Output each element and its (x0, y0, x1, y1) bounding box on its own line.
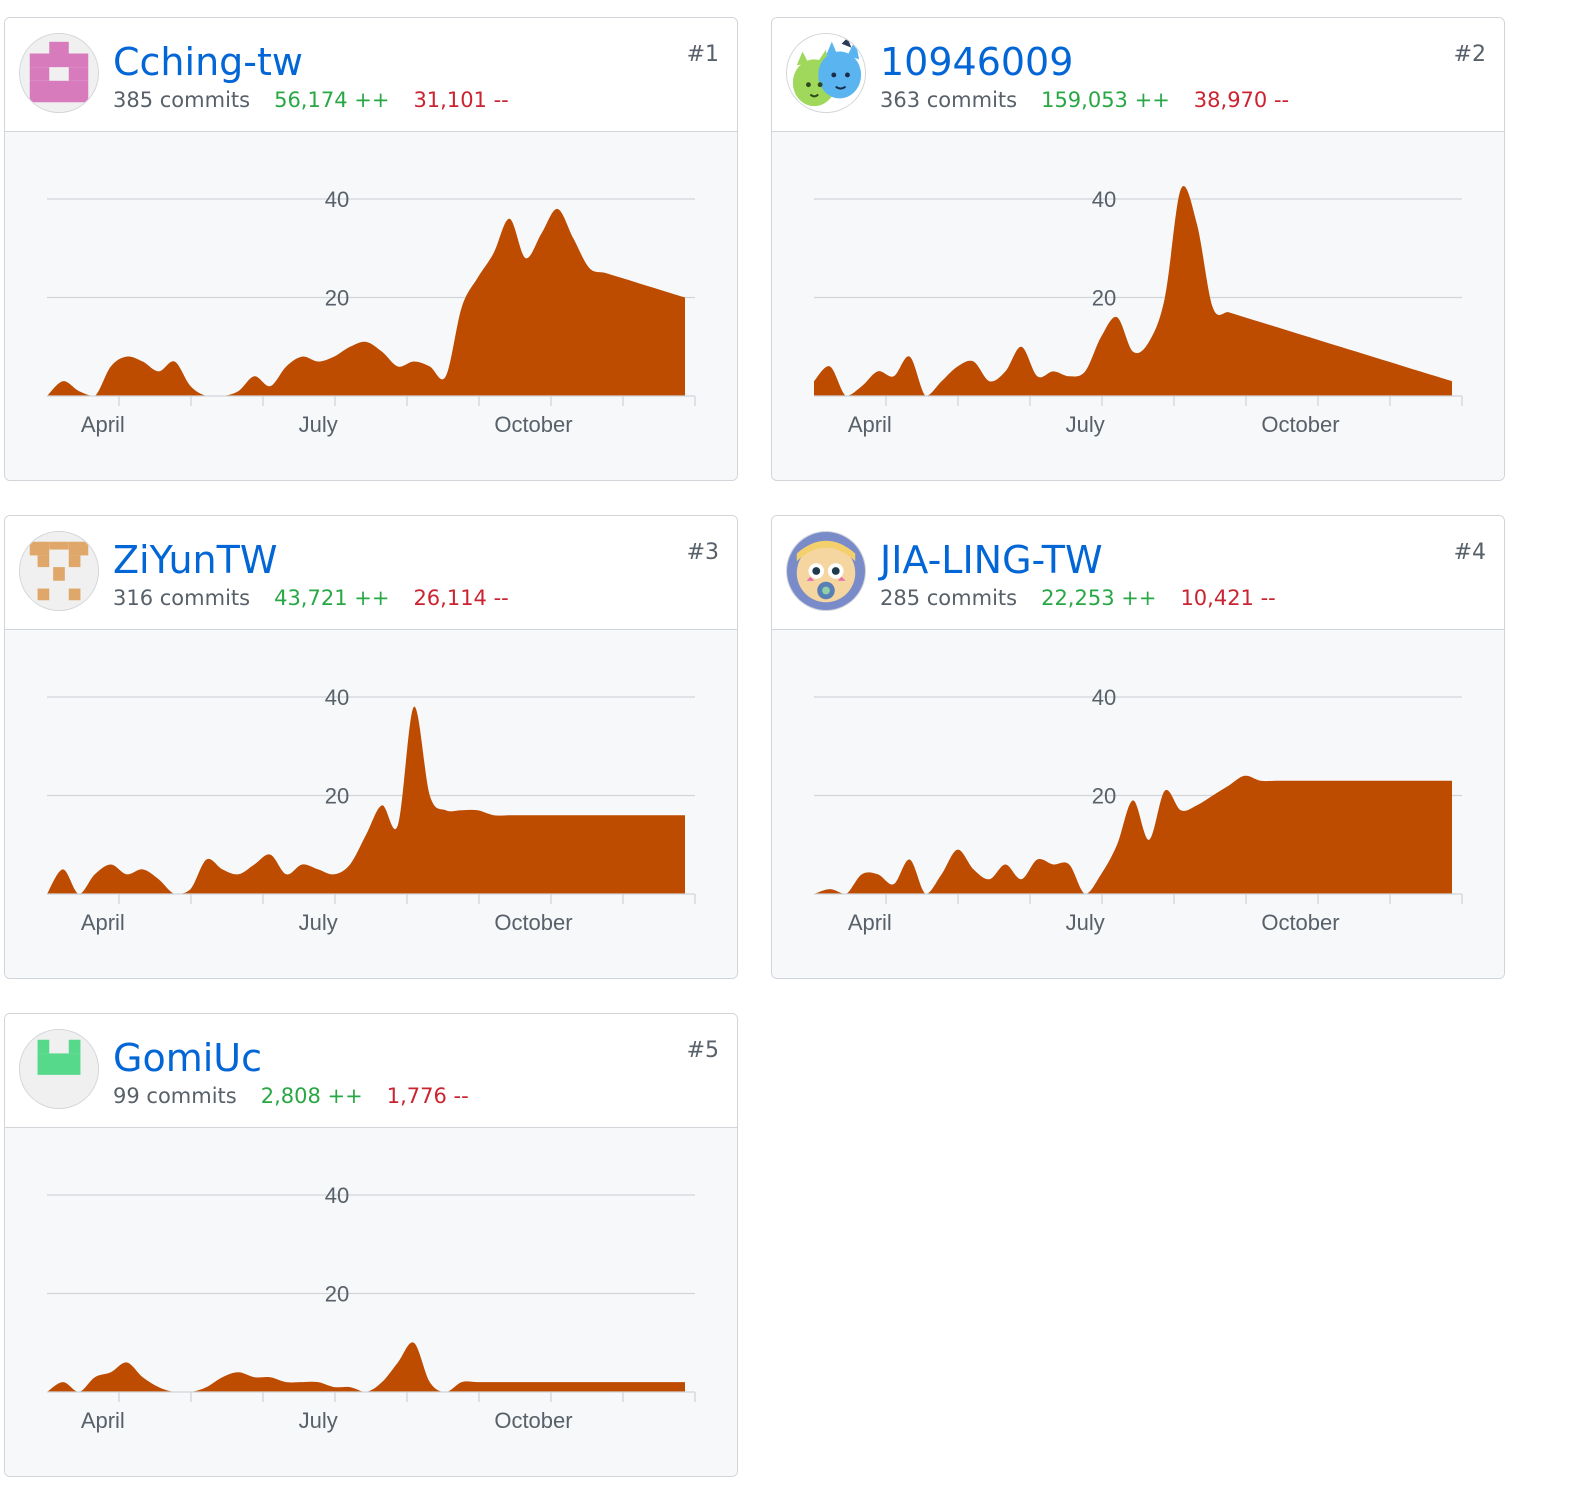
contributor-name-link[interactable]: ZiYunTW (113, 538, 278, 582)
x-tick-label: April (81, 910, 125, 935)
card-header: GomiUc 99 commits 2,808 ++ 1,776 -- #5 (5, 1014, 737, 1128)
commits-area-series (814, 186, 1452, 396)
commit-count-link[interactable]: 285 commits (880, 586, 1018, 610)
deletions-count: 26,114 -- (413, 586, 509, 610)
x-tick-label: July (299, 1408, 338, 1433)
rank-label: #2 (1453, 42, 1486, 67)
additions-count: 22,253 ++ (1041, 586, 1157, 610)
commit-count-link[interactable]: 385 commits (113, 88, 251, 112)
y-tick-label: 40 (325, 1183, 349, 1208)
contributor-card: JIA-LING-TW 285 commits 22,253 ++ 10,421 -… (771, 515, 1505, 979)
contributor-stats: 316 commits 43,721 ++ 26,114 -- (113, 586, 509, 610)
deletions-count: 38,970 -- (1193, 88, 1290, 112)
card-header: JIA-LING-TW 285 commits 22,253 ++ 10,421 -… (772, 516, 1504, 630)
cartoon-dinosaur-cat-avatar-icon (787, 34, 865, 112)
x-tick-label: July (1066, 910, 1105, 935)
x-tick-label: July (299, 412, 338, 437)
deletions-count: 10,421 -- (1180, 586, 1276, 610)
additions-count: 159,053 ++ (1041, 88, 1170, 112)
cartoon-star-girl-avatar-icon (787, 532, 865, 610)
commits-area-series (47, 1342, 685, 1392)
contribution-chart: 20 40 April July October (5, 630, 737, 978)
commit-count-link[interactable]: 363 commits (880, 88, 1018, 112)
contributor-name-link[interactable]: 10946009 (880, 40, 1074, 84)
contributor-name-link[interactable]: GomiUc (113, 1036, 262, 1080)
avatar[interactable] (19, 33, 99, 113)
x-tick-label: April (848, 910, 892, 935)
rank-label: #3 (686, 540, 719, 565)
identicon-pink-icon (20, 34, 98, 112)
avatar[interactable] (786, 33, 866, 113)
card-header: Cching-tw 385 commits 56,174 ++ 31,101 -- … (5, 18, 737, 132)
contribution-chart: 20 40 April July October (772, 132, 1504, 480)
card-header: 10946009 363 commits 159,053 ++ 38,970 -- … (772, 18, 1504, 132)
contributor-stats: 99 commits 2,808 ++ 1,776 -- (113, 1084, 469, 1108)
x-tick-label: October (1261, 412, 1339, 437)
contribution-area-chart: 20 40 April July October (814, 186, 1463, 437)
rank-label: #4 (1453, 540, 1486, 565)
x-tick-label: April (848, 412, 892, 437)
x-tick-label: October (494, 412, 572, 437)
rank-label: #1 (686, 42, 719, 67)
contributor-stats: 363 commits 159,053 ++ 38,970 -- (880, 88, 1289, 112)
card-header: ZiYunTW 316 commits 43,721 ++ 26,114 -- #3 (5, 516, 737, 630)
deletions-count: 1,776 -- (386, 1084, 469, 1108)
contribution-area-chart: 20 40 April July October (814, 685, 1463, 935)
x-tick-label: April (81, 1408, 125, 1433)
contribution-chart: 20 40 April July October (5, 132, 737, 480)
y-tick-label: 20 (325, 286, 349, 311)
deletions-count: 31,101 -- (413, 88, 509, 112)
contributor-stats: 285 commits 22,253 ++ 10,421 -- (880, 586, 1276, 610)
y-tick-label: 40 (1092, 187, 1116, 212)
contributor-card: ZiYunTW 316 commits 43,721 ++ 26,114 -- #3… (4, 515, 738, 979)
rank-label: #5 (686, 1038, 719, 1063)
y-tick-label: 40 (1092, 685, 1116, 710)
avatar[interactable] (786, 531, 866, 611)
identicon-tan-icon (20, 532, 98, 610)
contributor-name-link[interactable]: JIA-LING-TW (880, 538, 1103, 582)
additions-count: 43,721 ++ (274, 586, 390, 610)
x-tick-label: October (494, 1408, 572, 1433)
contribution-area-chart: 20 40 April July October (47, 1183, 696, 1433)
contribution-area-chart: 20 40 April July October (47, 187, 696, 437)
contributor-card: GomiUc 99 commits 2,808 ++ 1,776 -- #5 20 4… (4, 1013, 738, 1477)
contributor-card: 10946009 363 commits 159,053 ++ 38,970 -- … (771, 17, 1505, 481)
y-tick-label: 20 (1092, 286, 1116, 311)
y-tick-label: 20 (325, 784, 349, 809)
avatar[interactable] (19, 1029, 99, 1109)
y-tick-label: 20 (325, 1282, 349, 1307)
commit-count-link[interactable]: 99 commits (113, 1084, 237, 1108)
y-tick-label: 40 (325, 187, 349, 212)
contributor-name-link[interactable]: Cching-tw (113, 40, 303, 84)
contribution-chart: 20 40 April July October (5, 1128, 737, 1476)
x-tick-label: April (81, 412, 125, 437)
commits-area-series (814, 775, 1452, 894)
x-tick-label: October (494, 910, 572, 935)
commits-area-series (47, 208, 685, 396)
contributor-stats: 385 commits 56,174 ++ 31,101 -- (113, 88, 509, 112)
identicon-green-icon (20, 1030, 98, 1108)
contributor-card: Cching-tw 385 commits 56,174 ++ 31,101 -- … (4, 17, 738, 481)
x-tick-label: July (299, 910, 338, 935)
commit-count-link[interactable]: 316 commits (113, 586, 251, 610)
x-tick-label: October (1261, 910, 1339, 935)
commits-area-series (47, 706, 685, 894)
avatar[interactable] (19, 531, 99, 611)
additions-count: 2,808 ++ (260, 1084, 363, 1108)
y-tick-label: 20 (1092, 784, 1116, 809)
y-tick-label: 40 (325, 685, 349, 710)
contribution-chart: 20 40 April July October (772, 630, 1504, 978)
additions-count: 56,174 ++ (274, 88, 390, 112)
contribution-area-chart: 20 40 April July October (47, 685, 696, 935)
x-tick-label: July (1066, 412, 1105, 437)
